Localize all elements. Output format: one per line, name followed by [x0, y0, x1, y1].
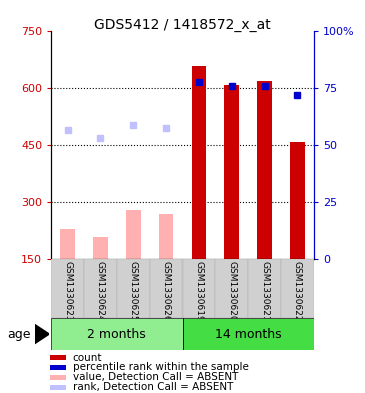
Text: GSM1330623: GSM1330623	[63, 261, 72, 322]
Bar	[50, 385, 66, 390]
Bar	[257, 81, 272, 259]
Bar	[159, 214, 173, 259]
Bar	[51, 259, 84, 318]
Bar	[126, 210, 141, 259]
Bar	[84, 259, 117, 318]
Bar	[182, 259, 215, 318]
Text: 2 months: 2 months	[88, 327, 146, 341]
Text: 14 months: 14 months	[215, 327, 281, 341]
Text: GSM1330620: GSM1330620	[227, 261, 236, 322]
Bar	[51, 318, 182, 350]
Bar	[50, 375, 66, 380]
Bar	[50, 355, 66, 360]
Text: GSM1330625: GSM1330625	[129, 261, 138, 322]
Bar	[281, 259, 314, 318]
Text: GSM1330619: GSM1330619	[195, 261, 203, 322]
Text: value, Detection Call = ABSENT: value, Detection Call = ABSENT	[73, 373, 238, 382]
Bar	[182, 318, 314, 350]
Bar	[248, 259, 281, 318]
Text: GSM1330624: GSM1330624	[96, 261, 105, 321]
Bar	[224, 84, 239, 259]
Text: rank, Detection Call = ABSENT: rank, Detection Call = ABSENT	[73, 382, 233, 392]
Text: percentile rank within the sample: percentile rank within the sample	[73, 362, 249, 373]
Text: GSM1330626: GSM1330626	[162, 261, 170, 322]
Bar	[93, 237, 108, 259]
Text: age: age	[7, 327, 31, 341]
Bar	[51, 318, 182, 350]
Bar	[182, 318, 314, 350]
Bar	[215, 259, 248, 318]
Text: count: count	[73, 353, 102, 363]
Bar	[117, 259, 150, 318]
Text: GSM1330622: GSM1330622	[293, 261, 302, 321]
Polygon shape	[35, 325, 49, 343]
Text: GSM1330621: GSM1330621	[260, 261, 269, 322]
Bar	[60, 229, 75, 259]
Bar	[290, 141, 305, 259]
Text: GDS5412 / 1418572_x_at: GDS5412 / 1418572_x_at	[94, 18, 271, 32]
Bar	[150, 259, 182, 318]
Bar	[50, 365, 66, 370]
Bar	[192, 66, 206, 259]
